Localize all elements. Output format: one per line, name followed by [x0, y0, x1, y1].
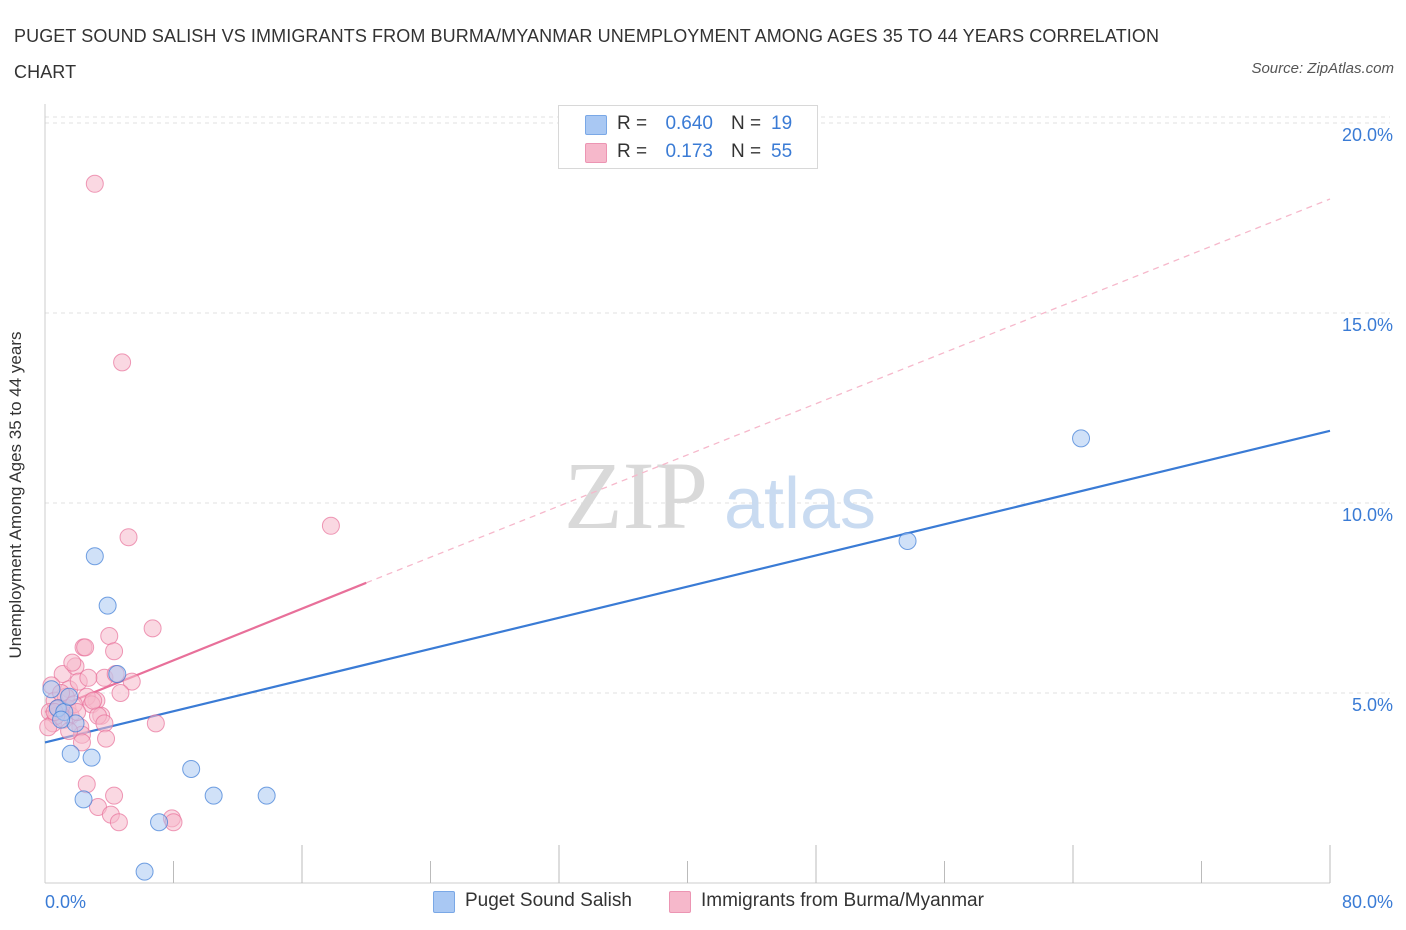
data-point-salish: [204, 786, 223, 805]
data-point-burma: [72, 733, 91, 752]
trend-lines: [44, 198, 1331, 744]
data-point-salish: [150, 813, 169, 832]
data-point-burma: [321, 516, 340, 535]
data-point-burma: [84, 691, 103, 710]
data-point-salish: [52, 710, 71, 729]
tick-labels: 5.0% 10.0% 15.0% 20.0% 0.0% 80.0%: [45, 125, 1393, 912]
data-point-salish: [898, 532, 917, 550]
legend-r-label: R =: [617, 141, 648, 162]
trend-line-salish: [44, 429, 1331, 744]
watermark: ZIP atlas: [564, 442, 876, 549]
data-points: [39, 174, 1091, 881]
y-tick-label: 15.0%: [1342, 315, 1393, 335]
data-point-burma: [97, 729, 116, 748]
legend-n-label: N =: [731, 113, 762, 134]
data-point-burma: [95, 714, 114, 733]
data-point-burma: [146, 714, 165, 733]
data-point-burma: [122, 672, 141, 691]
axes: [44, 104, 1331, 884]
legend-n-label: N =: [731, 141, 762, 162]
y-axis-label: Unemployment Among Ages 35 to 44 years: [6, 331, 25, 659]
data-point-salish: [108, 665, 127, 683]
legend-swatch-salish: [585, 115, 607, 135]
data-point-burma: [105, 642, 124, 661]
legend-r-value: 0.640: [665, 113, 713, 134]
y-tick-label: 20.0%: [1342, 125, 1393, 145]
data-point-burma: [100, 627, 119, 645]
data-point-burma: [76, 638, 95, 657]
watermark-atlas: atlas: [724, 464, 876, 544]
x-tick-label: 80.0%: [1342, 892, 1393, 912]
data-point-burma: [111, 684, 130, 702]
series-swatch-burma: [669, 891, 691, 913]
data-point-salish: [82, 748, 101, 767]
data-point-burma: [119, 528, 138, 547]
data-point-burma: [105, 786, 124, 805]
data-point-burma: [79, 668, 98, 687]
legend-swatch-burma: [585, 143, 607, 163]
data-point-burma: [109, 813, 128, 832]
x-tick-label: 0.0%: [45, 892, 86, 912]
data-point-salish: [74, 790, 93, 809]
trend-line-extension: [366, 198, 1331, 584]
series-label-burma: Immigrants from Burma/Myanmar: [701, 890, 984, 911]
data-point-burma: [63, 653, 82, 672]
legend-r-label: R =: [617, 113, 648, 134]
series-swatch-salish: [433, 891, 455, 913]
y-tick-label: 10.0%: [1342, 505, 1393, 525]
data-point-salish: [85, 547, 104, 566]
data-point-burma: [85, 174, 104, 193]
data-point-salish: [98, 596, 117, 615]
data-point-salish: [60, 687, 79, 706]
grid-lines: [45, 116, 1390, 694]
y-tick-label: 5.0%: [1352, 695, 1393, 715]
data-point-salish: [182, 760, 201, 778]
data-point-burma: [113, 353, 132, 372]
legend-n-value: 19: [771, 113, 793, 134]
data-point-salish: [42, 680, 61, 699]
data-point-salish: [135, 862, 154, 881]
data-point-salish: [257, 786, 276, 805]
legend-r-value: 0.173: [665, 141, 713, 162]
chart-title: PUGET SOUND SALISH VS IMMIGRANTS FROM BU…: [14, 26, 1160, 82]
watermark-zip: ZIP: [564, 442, 708, 549]
data-point-burma: [143, 619, 162, 638]
source-credit: Source: ZipAtlas.com: [1251, 60, 1394, 77]
series-label-salish: Puget Sound Salish: [465, 890, 632, 911]
legend-n-value: 55: [771, 141, 793, 162]
correlation-legend: R = 0.640 N = 19 R = 0.173 N = 55: [558, 105, 818, 169]
trend-line-burma: [44, 581, 367, 714]
data-point-burma: [77, 775, 96, 794]
data-point-salish: [61, 744, 80, 763]
data-point-salish: [1072, 429, 1091, 448]
